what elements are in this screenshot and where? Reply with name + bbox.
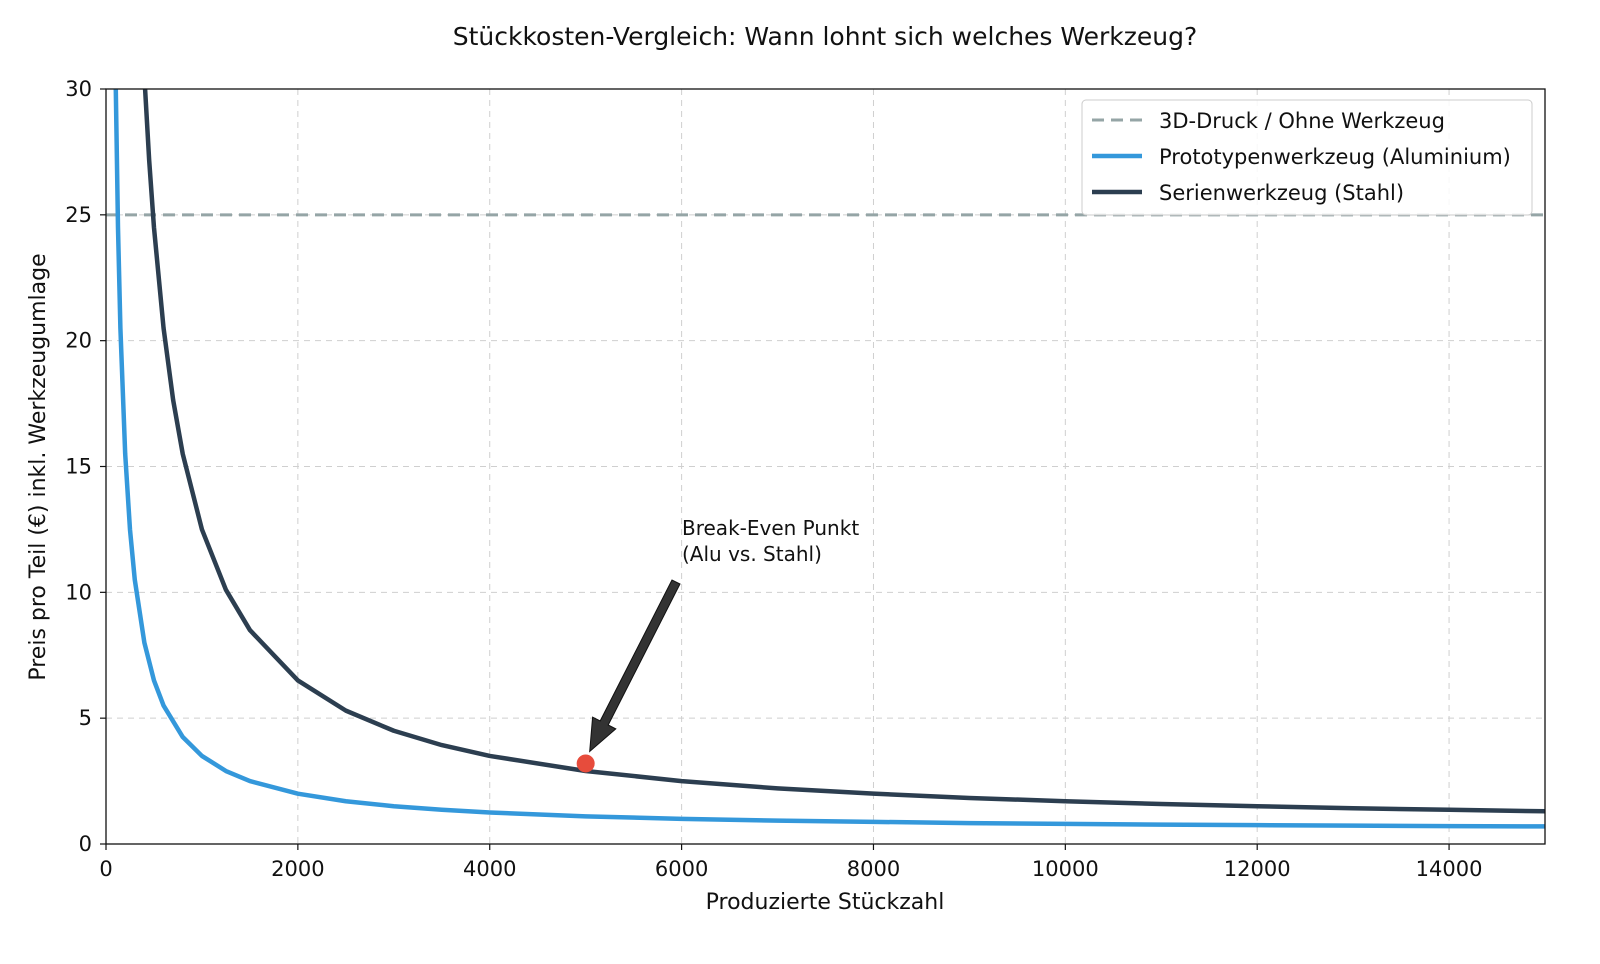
x-tick-label: 6000	[655, 857, 708, 881]
y-tick-label: 0	[79, 832, 92, 856]
y-tick-label: 5	[79, 706, 92, 730]
legend-label-3: Serienwerkzeug (Stahl)	[1159, 181, 1404, 205]
break-even-point	[576, 754, 595, 773]
x-tick-label: 8000	[847, 857, 900, 881]
x-tick-label: 10000	[1032, 857, 1099, 881]
y-tick-label: 25	[65, 203, 92, 227]
x-tick-label: 12000	[1224, 857, 1291, 881]
annotation-text-line2: (Alu vs. Stahl)	[682, 542, 822, 566]
x-tick-label: 2000	[271, 857, 324, 881]
annotation-layer: Break-Even Punkt(Alu vs. Stahl)	[576, 516, 859, 773]
y-tick-label: 15	[65, 455, 92, 479]
x-axis-label: Produzierte Stückzahl	[706, 890, 945, 915]
y-axis-label: Preis pro Teil (€) inkl. Werkzeugumlage	[26, 253, 51, 680]
legend: 3D-Druck / Ohne Werkzeug Prototypenwerkze…	[1081, 99, 1533, 216]
x-tick-label: 4000	[463, 857, 516, 881]
legend-label-1: 3D-Druck / Ohne Werkzeug	[1159, 109, 1445, 133]
annotation-arrow	[589, 579, 681, 753]
y-tick-label: 10	[65, 580, 92, 604]
legend-label-2: Prototypenwerkzeug (Aluminium)	[1159, 145, 1511, 169]
legend-box	[1081, 99, 1533, 216]
series-line-2	[113, 89, 1545, 829]
axis-ticks: 0 2000 4000 6000 8000 10000 12000 14000 0 5 10 15 20…	[65, 77, 1482, 881]
annotation-text-line1: Break-Even Punkt	[682, 516, 859, 540]
series-line-3	[142, 89, 1545, 814]
chart-title: Stückkosten-Vergleich: Wann lohnt sich w…	[453, 22, 1198, 51]
x-tick-label: 14000	[1416, 857, 1483, 881]
y-tick-label: 30	[65, 77, 92, 101]
y-tick-label: 20	[65, 329, 92, 353]
x-tick-label: 0	[99, 857, 112, 881]
